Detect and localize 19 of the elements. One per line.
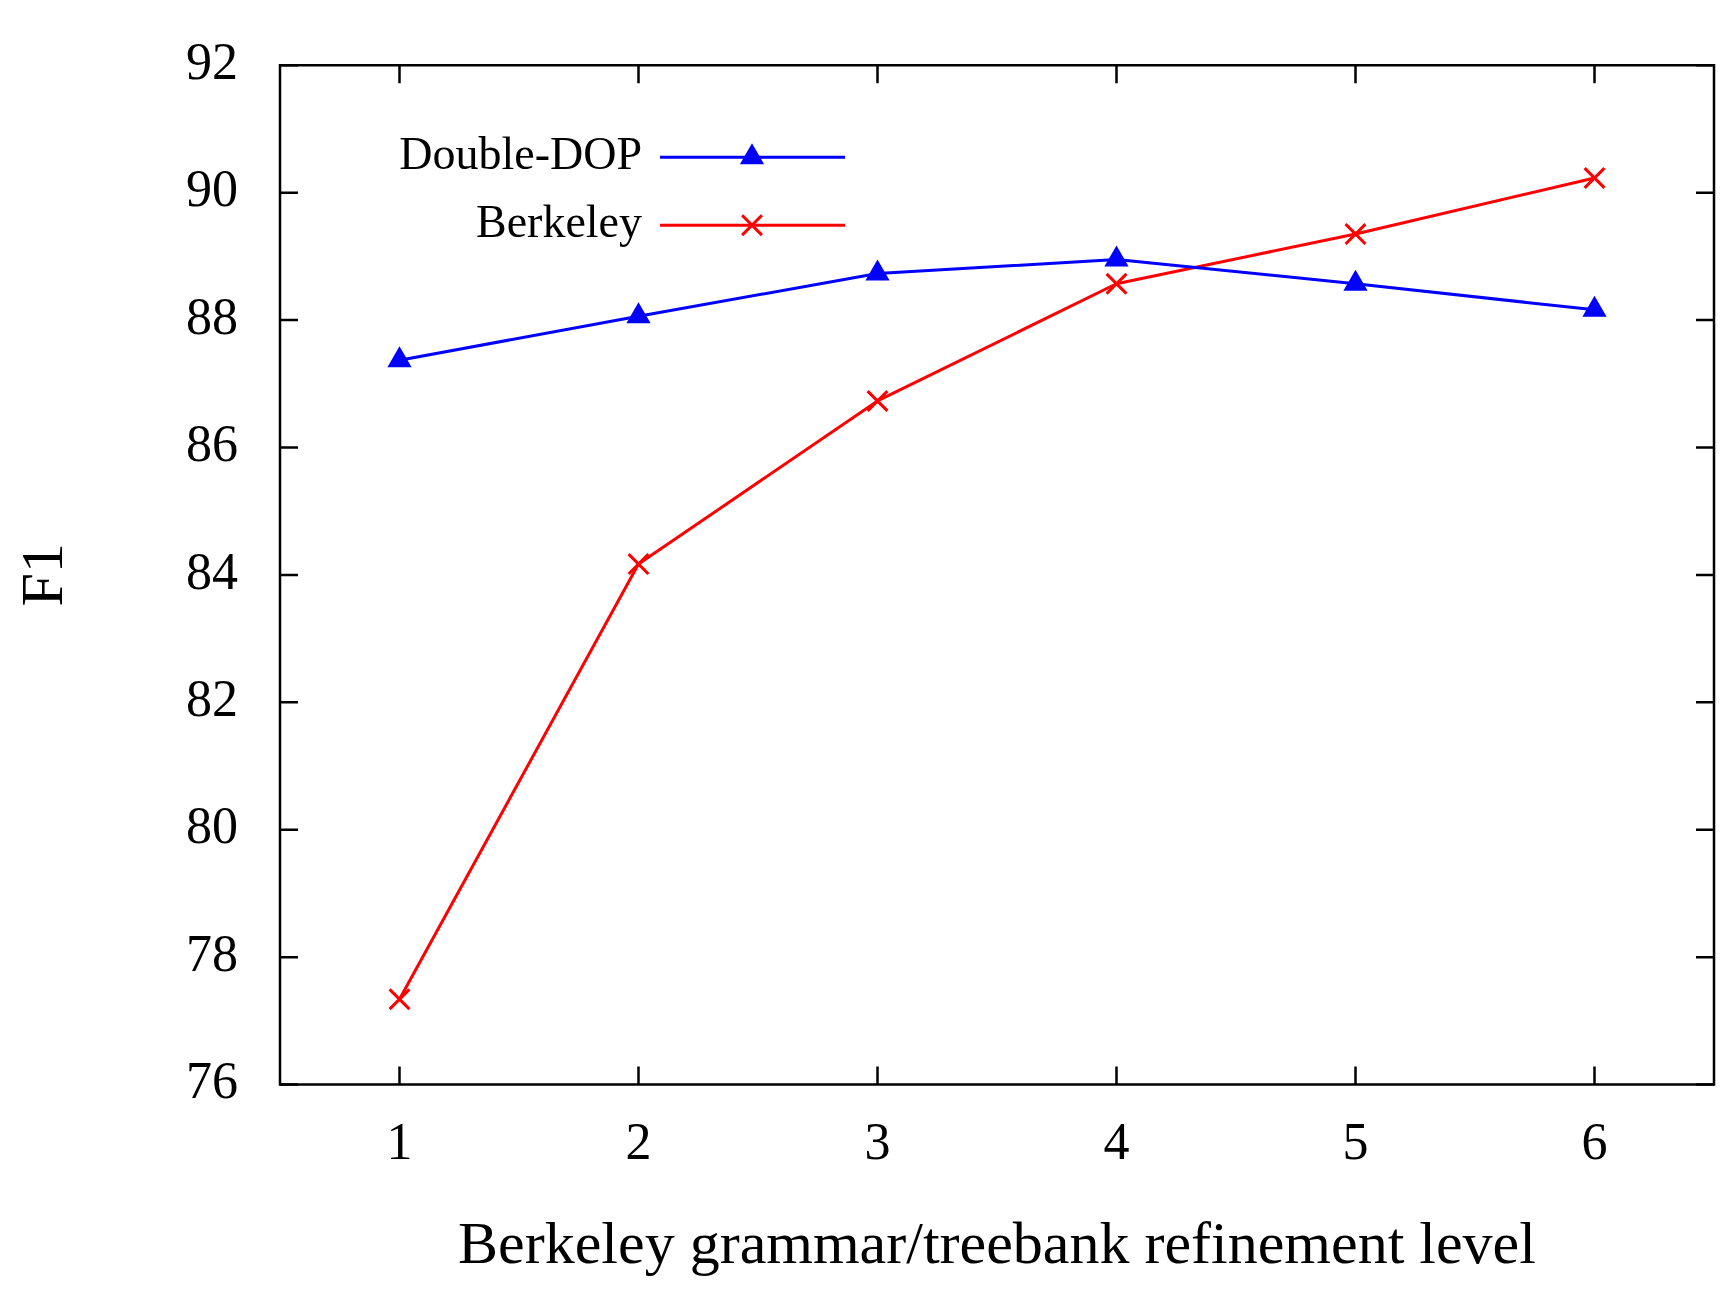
x-tick-label: 6	[1581, 1113, 1608, 1171]
legend-label: Double-DOP	[399, 128, 642, 180]
y-axis-title: F1	[8, 543, 75, 607]
x-axis-title: Berkeley grammar/treebank refinement level	[458, 1209, 1536, 1276]
x-tick-label: 3	[864, 1113, 891, 1171]
y-tick-label: 88	[186, 287, 238, 345]
y-tick-label: 86	[186, 415, 238, 473]
y-tick-label: 78	[186, 924, 238, 982]
y-tick-label: 84	[186, 542, 238, 600]
y-tick-label: 76	[186, 1052, 238, 1110]
x-tick-label: 1	[386, 1113, 413, 1171]
x-tick-label: 5	[1342, 1113, 1369, 1171]
y-tick-label: 90	[186, 160, 238, 218]
y-tick-label: 92	[186, 32, 238, 90]
y-tick-label: 82	[186, 669, 238, 727]
legend-label: Berkeley	[475, 196, 642, 248]
x-tick-label: 2	[625, 1113, 652, 1171]
y-tick-label: 80	[186, 797, 238, 855]
x-tick-label: 4	[1103, 1113, 1130, 1171]
